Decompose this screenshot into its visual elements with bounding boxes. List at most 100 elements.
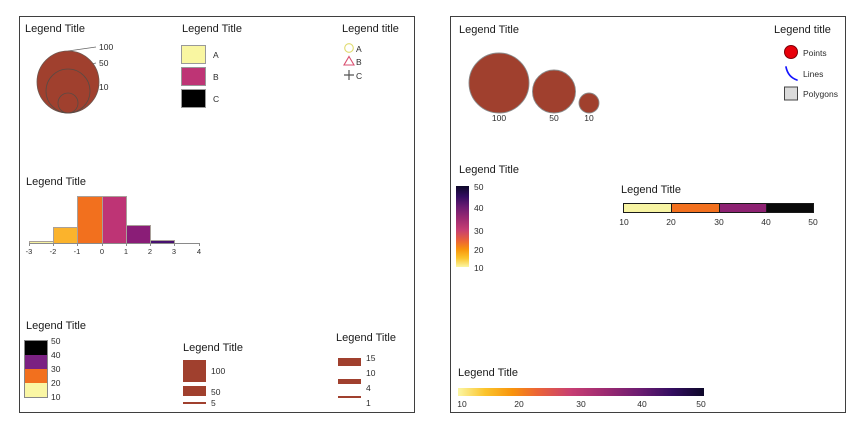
cbar-label-30: 30 (576, 399, 586, 409)
fill-swatch-a (181, 45, 206, 64)
axis-tick (29, 243, 30, 246)
histogram-bar-6 (150, 240, 175, 243)
block-30-20 (25, 369, 47, 383)
geometry-legend-title: Legend title (774, 24, 831, 36)
dbar-seg-20-30 (671, 204, 719, 212)
histogram-bar-3 (77, 196, 103, 243)
geometry-glyphs-icon (784, 45, 798, 101)
lwd-label-100: 100 (211, 366, 226, 376)
vertical-colorbar (456, 186, 469, 267)
dbar-label-40: 40 (761, 217, 771, 227)
bubble-label-10: 10 (99, 82, 109, 92)
fill-swatch-c (181, 89, 206, 108)
vbar-label-50: 50 (474, 182, 484, 192)
block-20-10 (25, 383, 47, 397)
lwd-label-50: 50 (211, 387, 221, 397)
axis-tick-label: 1 (123, 247, 129, 256)
bubble-legend-title: Legend Title (25, 23, 85, 35)
cbar-label-50: 50 (696, 399, 706, 409)
blocks-label-40: 40 (51, 350, 61, 360)
histogram-bar-2 (53, 227, 78, 243)
cbar-legend-title: Legend Title (458, 367, 518, 379)
geometry-label-points: Points (803, 48, 827, 58)
lwd-bar-4 (338, 396, 361, 398)
dbar-label-30: 30 (714, 217, 724, 227)
geometry-label-lines: Lines (803, 69, 824, 79)
vbar-label-30: 30 (474, 226, 484, 236)
discrete-colorbar (623, 203, 814, 213)
fill-label-b: B (213, 72, 219, 82)
vbar-legend-title: Legend Title (459, 164, 519, 176)
cbar-label-40: 40 (637, 399, 647, 409)
vbar-label-20: 20 (474, 245, 484, 255)
bubble-label-50: 50 (99, 58, 109, 68)
axis-tick (126, 243, 127, 246)
axis-tick-label: -3 (25, 247, 33, 256)
fill-label-a: A (213, 50, 219, 60)
fill-label-c: C (213, 94, 220, 104)
lwd-bar-100 (183, 360, 206, 382)
symbol-legend-title: Legend title (342, 23, 399, 35)
blocks-label-50: 50 (51, 336, 61, 346)
blocks-label-30: 30 (51, 364, 61, 374)
histogram-bar-4 (102, 196, 127, 243)
axis-tick (174, 243, 175, 246)
dbar-seg-10-20 (624, 204, 672, 212)
histogram-bar-5 (126, 225, 151, 243)
symbol-label-a: A (356, 44, 362, 54)
dbar-legend-title: Legend Title (621, 184, 681, 196)
blocks-legend-title: Legend Title (26, 320, 86, 332)
blocks-stack (24, 340, 48, 398)
nested-circles-icon (36, 46, 100, 114)
dbar-label-20: 20 (666, 217, 676, 227)
vbar-label-40: 40 (474, 203, 484, 213)
dbar-seg-40-50 (765, 204, 813, 212)
lwd-label-5: 5 (211, 398, 216, 408)
axis-tick-label: -1 (73, 247, 81, 256)
block-40-30 (25, 355, 47, 369)
axis-tick-label: 0 (99, 247, 105, 256)
axis-tick-label: 2 (147, 247, 153, 256)
lwd-label-15: 15 (366, 353, 376, 363)
bubbles-label-50: 50 (549, 113, 559, 123)
lwd-bar-5 (183, 402, 206, 404)
symbol-glyphs-icon (343, 43, 355, 80)
axis-tick (53, 243, 54, 246)
block-50-40 (25, 341, 47, 355)
fill-swatch-b (181, 67, 206, 86)
right-panel: Legend Title 100 50 10 Legend title Poin… (450, 16, 846, 413)
lwd-label-1: 1 (366, 398, 371, 408)
blocks-label-20: 20 (51, 378, 61, 388)
lwd-bar-15 (338, 358, 361, 366)
axis-tick-label: 4 (196, 247, 202, 256)
axis-tick-label: 3 (171, 247, 177, 256)
dbar-label-50: 50 (808, 217, 818, 227)
bubble-label-100: 100 (99, 42, 114, 52)
left-panel: Legend Title 100 50 10 Legend Title A B … (19, 16, 415, 413)
histogram-legend-title: Legend Title (26, 176, 86, 188)
size-circles-icon (468, 52, 600, 114)
histogram-axis-line (29, 243, 199, 244)
axis-tick-label: -2 (49, 247, 57, 256)
continuous-colorbar (458, 388, 704, 396)
cbar-label-20: 20 (514, 399, 524, 409)
symbol-label-c: C (356, 71, 363, 81)
axis-tick (150, 243, 151, 246)
dbar-seg-30-40 (718, 204, 766, 212)
lwd-label-4: 4 (366, 383, 371, 393)
axis-tick (102, 243, 103, 246)
lwd-large-legend-title: Legend Title (183, 342, 243, 354)
bubbles-legend-title: Legend Title (459, 24, 519, 36)
blocks-label-10: 10 (51, 392, 61, 402)
lwd-bar-10 (338, 379, 361, 384)
axis-tick (199, 243, 200, 246)
lwd-label-10: 10 (366, 368, 376, 378)
dbar-label-10: 10 (619, 217, 629, 227)
geometry-label-polygons: Polygons (803, 89, 838, 99)
lwd-small-legend-title: Legend Title (336, 332, 396, 344)
bubbles-label-10: 10 (584, 113, 594, 123)
vbar-label-10: 10 (474, 263, 484, 273)
cbar-label-10: 10 (457, 399, 467, 409)
bubbles-label-100: 100 (491, 113, 507, 123)
